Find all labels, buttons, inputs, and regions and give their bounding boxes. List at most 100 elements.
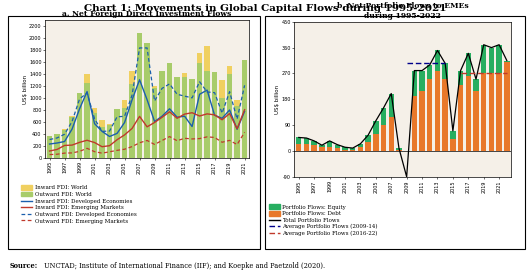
Bar xyxy=(435,51,440,70)
Text: Chart 1: Movements in Global Capital Flows during 1995-2021: Chart 1: Movements in Global Capital Flo… xyxy=(84,4,446,13)
Bar xyxy=(489,48,494,73)
Bar xyxy=(312,145,317,151)
Bar xyxy=(458,85,463,151)
Y-axis label: US$ billion: US$ billion xyxy=(275,85,280,114)
Bar xyxy=(489,73,494,151)
Bar xyxy=(167,63,172,158)
Bar xyxy=(504,61,509,62)
Bar xyxy=(342,147,348,150)
Bar xyxy=(129,70,135,158)
Bar xyxy=(219,80,225,158)
Bar xyxy=(92,109,98,158)
Bar xyxy=(122,108,127,158)
Bar xyxy=(107,124,112,158)
Bar xyxy=(182,77,188,158)
Bar xyxy=(358,147,363,151)
Bar xyxy=(84,74,90,158)
Bar xyxy=(342,150,348,151)
Legend: Inward FDI: World, Outward FDI: World, Inward FDI: Developed Economies, Inward F: Inward FDI: World, Outward FDI: World, I… xyxy=(21,185,136,224)
Bar xyxy=(412,70,417,96)
Bar xyxy=(504,62,509,151)
Bar xyxy=(481,73,487,151)
Bar xyxy=(396,150,402,151)
Bar xyxy=(296,137,302,144)
Bar xyxy=(160,71,165,158)
Bar xyxy=(204,71,210,158)
Bar xyxy=(465,76,471,151)
Bar xyxy=(137,33,143,158)
Bar xyxy=(227,66,233,158)
Bar xyxy=(427,65,432,79)
Y-axis label: US$ billion: US$ billion xyxy=(23,75,28,104)
Bar xyxy=(92,113,98,158)
Bar xyxy=(234,106,240,158)
Bar xyxy=(234,100,240,158)
Bar xyxy=(144,69,150,158)
Title: a. Net Foreign Direct Investment Flows: a. Net Foreign Direct Investment Flows xyxy=(63,10,232,18)
Bar xyxy=(358,144,363,147)
Bar xyxy=(152,88,157,158)
Bar xyxy=(481,45,487,73)
Bar xyxy=(144,42,150,158)
Bar xyxy=(47,136,52,158)
Bar xyxy=(182,73,188,158)
Bar xyxy=(396,148,402,150)
Bar xyxy=(388,116,394,151)
Bar xyxy=(312,141,317,145)
Bar xyxy=(61,129,67,158)
Bar xyxy=(327,147,332,151)
Bar xyxy=(427,79,432,151)
Bar xyxy=(473,91,479,151)
Bar xyxy=(47,137,52,158)
Bar xyxy=(443,63,448,79)
Bar xyxy=(212,72,217,158)
Bar xyxy=(122,100,127,158)
Bar xyxy=(412,96,417,151)
Text: Source:: Source: xyxy=(10,262,38,270)
Bar xyxy=(497,45,502,73)
Bar xyxy=(450,131,456,140)
Bar xyxy=(365,142,371,151)
Bar xyxy=(419,70,425,91)
Bar xyxy=(204,46,210,158)
Bar xyxy=(242,60,248,158)
Bar xyxy=(319,147,324,151)
Bar xyxy=(54,135,60,158)
Bar xyxy=(197,63,202,158)
Bar xyxy=(365,135,371,142)
Bar xyxy=(189,79,195,158)
Bar xyxy=(99,120,105,158)
Bar xyxy=(450,140,456,151)
Bar xyxy=(381,125,386,151)
Bar xyxy=(167,63,172,158)
Bar xyxy=(304,144,309,151)
Bar xyxy=(212,72,217,158)
Bar xyxy=(327,141,332,147)
Bar xyxy=(77,92,82,158)
Bar xyxy=(197,52,202,158)
Bar xyxy=(435,70,440,151)
Bar xyxy=(77,93,82,158)
Bar xyxy=(189,82,195,158)
Bar xyxy=(334,145,340,148)
Bar xyxy=(242,63,248,158)
Bar xyxy=(129,84,135,158)
Bar xyxy=(227,74,233,158)
Bar xyxy=(465,53,471,76)
Bar xyxy=(319,145,324,147)
Bar xyxy=(388,94,394,116)
Bar xyxy=(114,109,120,158)
Bar xyxy=(54,134,60,158)
Bar xyxy=(296,144,302,151)
Bar xyxy=(373,134,378,151)
Bar xyxy=(350,150,356,151)
Bar xyxy=(61,129,67,158)
Bar xyxy=(304,138,309,144)
Bar xyxy=(219,98,225,158)
Bar xyxy=(114,115,120,158)
Bar xyxy=(334,148,340,151)
Bar xyxy=(107,125,112,158)
Text: UNCTAD; Institute of International Finance (IIF); and Koepke and Paetzold (2020): UNCTAD; Institute of International Finan… xyxy=(42,262,325,270)
Bar xyxy=(84,84,90,158)
Bar xyxy=(419,91,425,151)
